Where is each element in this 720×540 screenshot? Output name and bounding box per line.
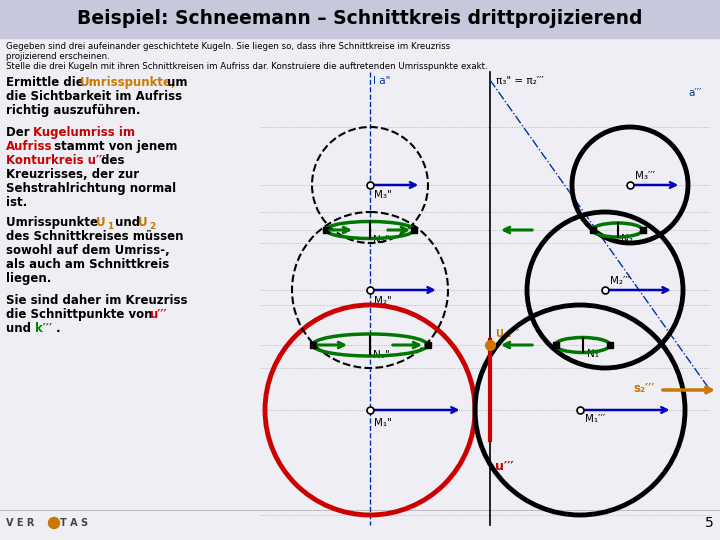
Text: U: U [138,216,148,229]
Circle shape [48,517,60,529]
Text: M₂′′′: M₂′′′ [610,276,630,286]
Text: stammt von jenem: stammt von jenem [50,140,177,153]
Text: M₃′′′: M₃′′′ [635,171,655,181]
Text: V E R: V E R [6,518,35,528]
Text: u′′′: u′′′ [495,460,513,473]
Text: und: und [111,216,144,229]
Text: des: des [97,154,125,167]
Text: I a": I a" [373,76,390,86]
Text: ist.: ist. [6,196,27,209]
Text: a′′′: a′′′ [688,88,701,98]
Text: M₂": M₂" [374,296,392,306]
Text: U₁₂′′′: U₁₂′′′ [495,329,519,339]
Text: Beispiel: Schneemann – Schnittkreis drittprojizierend: Beispiel: Schneemann – Schnittkreis drit… [77,10,643,29]
Text: s₂′′′: s₂′′′ [634,382,655,395]
Text: N₂": N₂" [373,235,390,245]
Text: 1: 1 [107,222,113,231]
Text: .: . [56,322,60,335]
Text: N₂′′′: N₂′′′ [621,234,641,244]
Text: U: U [96,216,106,229]
Bar [0,0,720,38]
Text: 5: 5 [706,516,714,530]
Text: π₃" = π₂′′′: π₃" = π₂′′′ [496,76,544,86]
Text: Gegeben sind drei aufeinander geschichtete Kugeln. Sie liegen so, dass ihre Schn: Gegeben sind drei aufeinander geschichte… [6,42,450,51]
Text: die Schnittpunkte von: die Schnittpunkte von [6,308,157,321]
Text: N₁′′′: N₁′′′ [587,349,606,359]
Text: Ermittle die: Ermittle die [6,76,88,89]
Text: sowohl auf dem Umriss-,: sowohl auf dem Umriss-, [6,244,170,257]
Text: N₁": N₁" [373,350,390,360]
Text: Umrisspunkte: Umrisspunkte [6,216,102,229]
Text: M₁′′′: M₁′′′ [585,414,606,424]
Text: liegen.: liegen. [6,272,51,285]
Text: des Schnittkreises müssen: des Schnittkreises müssen [6,230,184,243]
Text: Kugelumriss im: Kugelumriss im [33,126,135,139]
Text: und: und [6,322,35,335]
Text: 2: 2 [149,222,156,231]
Text: Stelle die drei Kugeln mit ihren Schnittkreisen im Aufriss dar. Konstruiere die : Stelle die drei Kugeln mit ihren Schnitt… [6,62,487,71]
Text: Sehstrahlrichtung normal: Sehstrahlrichtung normal [6,182,176,195]
Text: um: um [163,76,187,89]
Text: Aufriss: Aufriss [6,140,53,153]
Text: M₃": M₃" [374,190,392,200]
Text: als auch am Schnittkreis: als auch am Schnittkreis [6,258,169,271]
Text: projizierend erscheinen.: projizierend erscheinen. [6,52,109,61]
Text: u′′′: u′′′ [149,308,166,321]
Text: k′′′: k′′′ [35,322,52,335]
Text: Sie sind daher im Kreuzriss: Sie sind daher im Kreuzriss [6,294,187,307]
Text: richtig auszuführen.: richtig auszuführen. [6,104,140,117]
Text: Umrisspunkte,: Umrisspunkte, [80,76,176,89]
Text: M₁": M₁" [374,418,392,428]
Text: T A S: T A S [60,518,88,528]
Text: Kreuzrisses, der zur: Kreuzrisses, der zur [6,168,139,181]
Text: die Sichtbarkeit im Aufriss: die Sichtbarkeit im Aufriss [6,90,182,103]
Text: Konturkreis u′′′: Konturkreis u′′′ [6,154,105,167]
Text: Der: Der [6,126,34,139]
